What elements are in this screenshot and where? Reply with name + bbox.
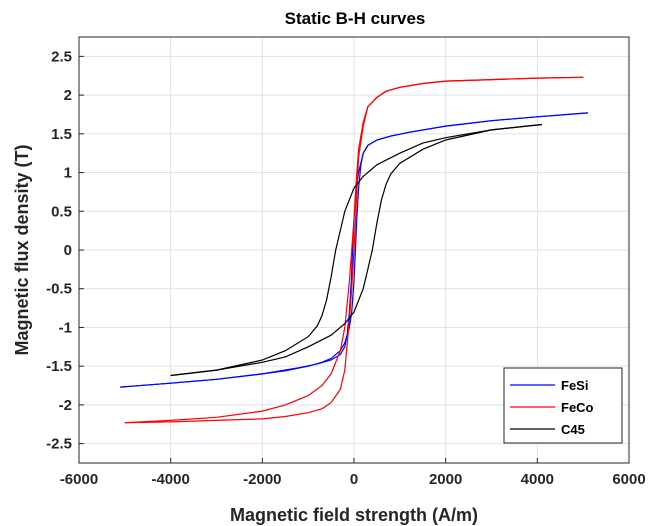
chart-title: Static B-H curves [285, 9, 426, 28]
y-tick-label: -0.5 [46, 281, 72, 298]
y-tick-label: 1.5 [51, 126, 72, 143]
y-tick-label: -1 [59, 319, 72, 336]
y-tick-label: 0.5 [51, 203, 72, 220]
series-c45-descending-branch [170, 123, 542, 377]
series-feco-descending-branch [124, 76, 584, 424]
y-tick-label: 2 [64, 87, 72, 104]
y-tick-label: -1.5 [46, 358, 72, 375]
x-tick-label: 2000 [429, 471, 462, 488]
legend-box [503, 367, 623, 444]
y-tick-labels: -2.5 -2 -1.5 -1 -0.5 0 0.5 1 1.5 2 2.5 [46, 48, 72, 452]
series-fesi [120, 112, 588, 388]
x-tick-labels: -6000 -4000 -2000 0 2000 4000 6000 [60, 471, 646, 488]
x-tick-label: 6000 [612, 471, 645, 488]
legend-label-fesi: FeSi [561, 378, 588, 393]
x-tick-label: -6000 [60, 471, 98, 488]
x-tick-label: -2000 [243, 471, 281, 488]
series-c45 [170, 123, 542, 377]
legend-label-feco: FeCo [561, 400, 594, 415]
series-c45-ascending-branch [170, 123, 542, 377]
axis-ticks [78, 55, 630, 463]
legend-label-c45: C45 [561, 422, 585, 437]
legend: FeSi FeCo C45 [503, 367, 623, 444]
x-axis-label: Magnetic field strength (A/m) [230, 505, 478, 525]
y-axis-label: Magnetic flux density (T) [12, 144, 32, 355]
x-tick-label: 0 [350, 471, 358, 488]
y-tick-label: -2.5 [46, 436, 72, 453]
series-feco [124, 76, 584, 424]
y-tick-label: 1 [64, 165, 72, 182]
y-tick-label: -2 [59, 397, 72, 414]
plot-series [120, 76, 588, 424]
y-tick-label: 2.5 [51, 48, 72, 65]
y-tick-label: 0 [64, 242, 72, 259]
series-fesi-descending-branch [120, 112, 588, 388]
x-tick-label: -4000 [151, 471, 189, 488]
x-tick-label: 4000 [521, 471, 554, 488]
